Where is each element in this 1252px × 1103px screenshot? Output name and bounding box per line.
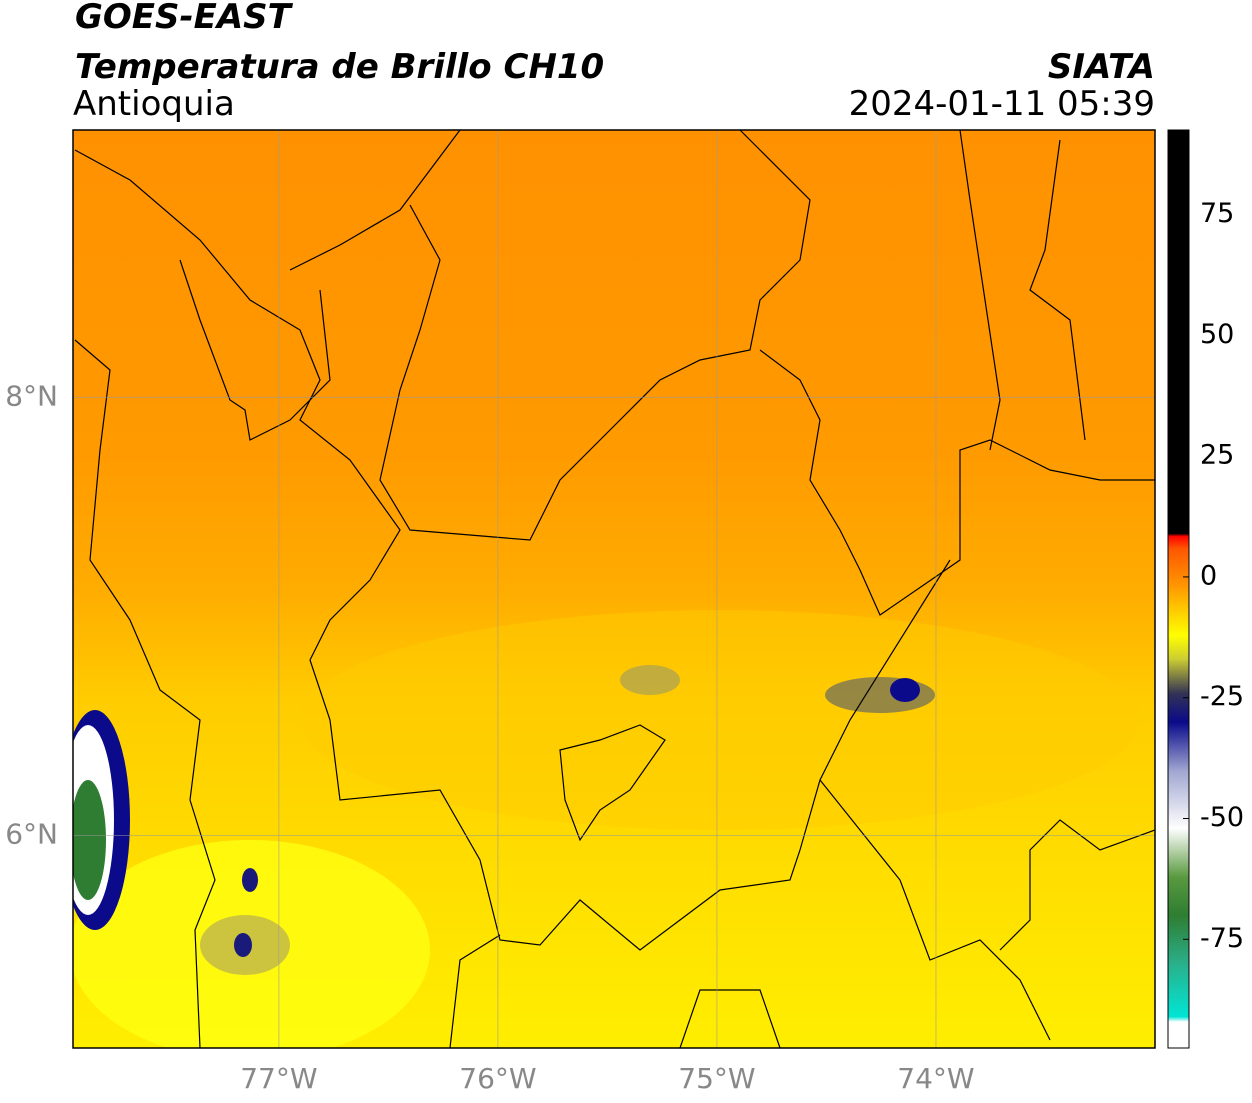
border [959,130,1001,451]
border [999,819,1155,951]
colorbar-segment [1168,963,1189,1018]
source: SIATA [1048,47,1155,87]
cloud-core [234,933,252,957]
border [1029,139,1086,441]
border [759,349,1155,616]
colorbar-tick-label: 50 [1200,319,1234,350]
coast [179,259,331,441]
colorbar-tick-label: -50 [1200,802,1244,833]
border [819,779,1051,1041]
colorbar-segment [1168,586,1189,636]
region: Antioquia [73,84,235,124]
colorbar-segment [1168,692,1189,723]
border [559,724,666,842]
cloud [620,665,680,695]
cloud-core [242,868,258,892]
colorbar-segment [1168,915,1189,964]
colorbar-segment [1168,721,1189,771]
colorbar-segment [1168,130,1189,534]
cold-cloud-top [73,780,106,900]
colorbar-segment [1168,533,1189,537]
lon-tick-label: 76°W [459,1062,536,1095]
colorbar-segment [1168,547,1189,588]
warm-patch [300,610,1140,830]
colorbar-segment [1168,1016,1189,1022]
lon-tick-label: 75°W [678,1062,755,1095]
subtitle: Temperatura de Brillo CH10 [75,47,604,87]
coast [74,339,216,1048]
colorbar-segment [1168,535,1189,549]
colorbar-segment [1168,1021,1189,1049]
lon-tick-label: 74°W [897,1062,974,1095]
colorbar [1168,130,1189,1049]
border [74,149,951,951]
colorbar-segment [1168,828,1189,877]
map-frame [72,129,1156,1049]
colorbar-tick-label: -25 [1200,681,1244,712]
lat-tick-label: 6°N [5,817,58,850]
border [449,934,781,1048]
colorbar-tick-label: -75 [1200,923,1244,954]
colorbar-segment [1168,770,1189,829]
colorbar-tick-label: 0 [1200,560,1217,591]
colorbar-tick-label: 25 [1200,440,1234,471]
title: GOES-EAST [75,0,294,37]
lon-tick-label: 77°W [240,1062,317,1095]
graticule [73,130,1155,1048]
colorbar-segment [1168,659,1189,694]
colorbar-segment [1168,634,1189,660]
coast [289,130,461,271]
colorbar-tick-label: 75 [1200,198,1234,229]
border [379,130,811,541]
lat-tick-label: 8°N [5,379,58,412]
datetime: 2024-01-11 05:39 [849,84,1155,124]
colorbar-frame [1167,129,1190,1049]
colorbar-segment [1168,876,1189,916]
map-image [73,130,1155,1048]
cloud-core [890,678,920,702]
